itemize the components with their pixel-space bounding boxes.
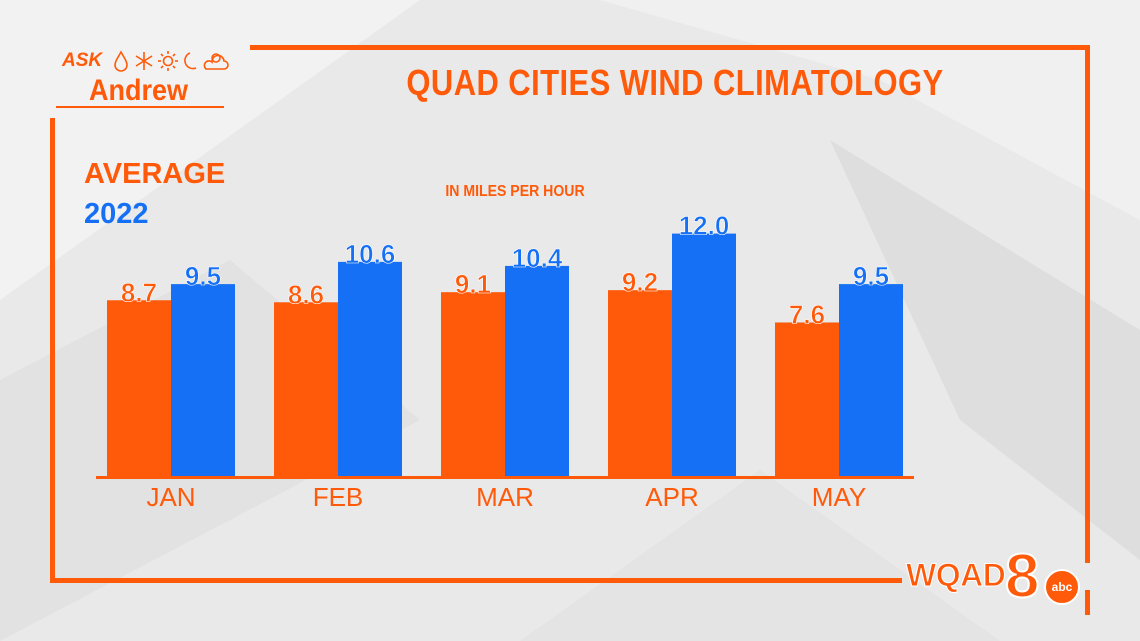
network-badge: abc (1044, 569, 1080, 605)
bar-year-apr (672, 233, 736, 476)
logo-ask-text: ASK (62, 50, 103, 71)
x-tick-label-jan: JAN (146, 482, 195, 512)
chart-subtitle: IN MILES PER HOUR (445, 183, 585, 200)
x-tick-label-may: MAY (812, 482, 866, 512)
logo-andrew-text: Andrew (89, 74, 189, 107)
ask-andrew-logo: ASK Andrew (56, 48, 236, 110)
weather-icons (114, 50, 229, 72)
bar-average-mar (441, 292, 505, 476)
frame-top (250, 45, 1090, 50)
data-label-average-mar: 9.1 (455, 269, 491, 299)
station-logo: WQAD 8 abc (902, 541, 1092, 612)
x-tick-label-feb: FEB (313, 482, 364, 512)
data-label-average-may: 7.6 (789, 299, 825, 329)
bar-average-apr (608, 290, 672, 476)
data-label-year-feb: 10.6 (345, 239, 396, 269)
logo-underline (56, 106, 224, 108)
bar-year-mar (505, 265, 569, 476)
data-label-year-mar: 10.4 (512, 243, 563, 273)
bar-average-jan (107, 300, 171, 476)
station-channel: 8 (1004, 541, 1041, 612)
data-label-average-feb: 8.6 (288, 279, 324, 309)
bar-year-feb (338, 261, 402, 476)
station-call-letters: WQAD (905, 557, 1006, 594)
bar-average-feb (274, 302, 338, 476)
bar-year-jan (171, 284, 235, 476)
snowflake-icon (135, 52, 153, 70)
frame-bottom (50, 578, 902, 583)
x-tick-label-apr: APR (645, 482, 698, 512)
data-label-average-apr: 9.2 (622, 267, 658, 297)
bar-year-may (839, 284, 903, 476)
partly-cloudy-icon (203, 53, 229, 70)
chart-title: QUAD CITIES WIND CLIMATOLOGY (406, 62, 944, 103)
x-tick-label-mar: MAR (476, 482, 534, 512)
frame-right (1085, 45, 1090, 563)
data-label-year-apr: 12.0 (679, 211, 730, 241)
data-label-year-jan: 9.5 (185, 261, 221, 291)
frame-left (50, 118, 55, 583)
raindrop-icon (114, 50, 128, 72)
moon-icon (184, 52, 197, 70)
data-label-average-jan: 8.7 (121, 277, 157, 307)
bar-average-may (775, 322, 839, 476)
data-label-year-may: 9.5 (853, 261, 889, 291)
frame-right-lower (1085, 590, 1090, 615)
legend-2022: 2022 (84, 198, 149, 230)
legend-average: AVERAGE (84, 158, 226, 190)
x-axis-baseline (96, 476, 914, 479)
sun-icon (158, 51, 178, 71)
